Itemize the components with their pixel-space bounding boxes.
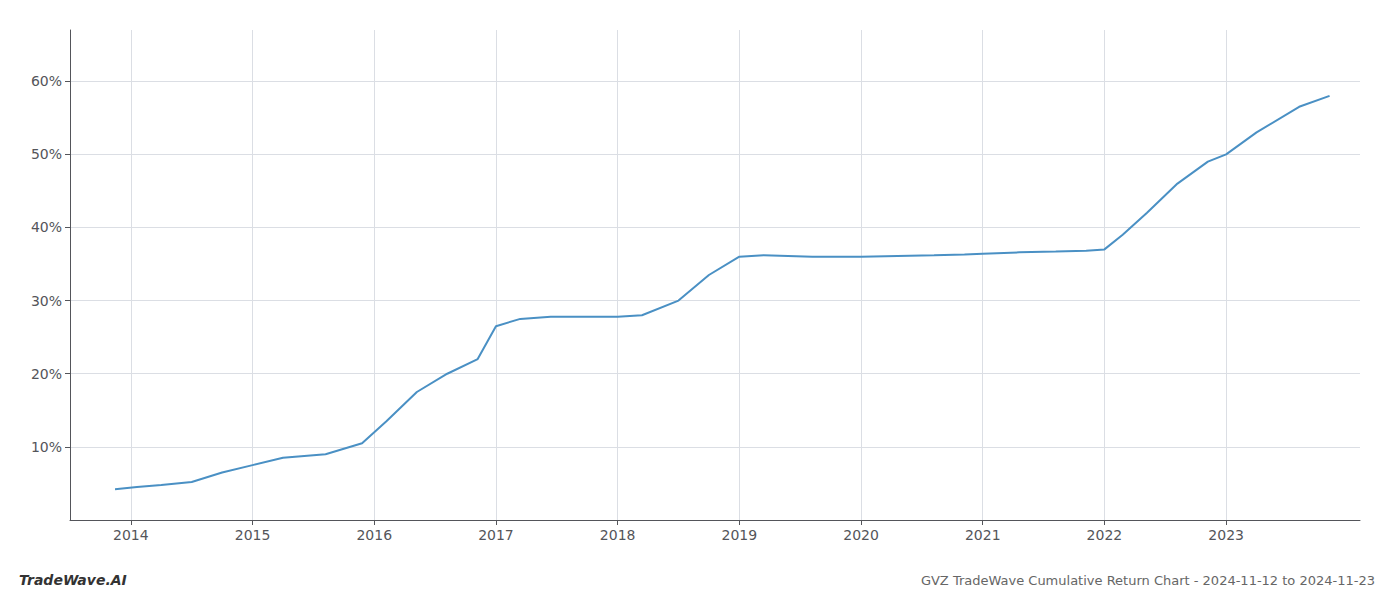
svg-text:60%: 60%	[31, 73, 62, 89]
svg-text:TradeWave.AI: TradeWave.AI	[19, 572, 127, 588]
svg-text:2019: 2019	[722, 527, 758, 543]
svg-text:2017: 2017	[478, 527, 514, 543]
svg-text:30%: 30%	[31, 293, 62, 309]
svg-text:GVZ TradeWave Cumulative Retur: GVZ TradeWave Cumulative Return Chart - …	[921, 573, 1375, 588]
svg-text:50%: 50%	[31, 146, 62, 162]
svg-text:10%: 10%	[31, 439, 62, 455]
svg-text:20%: 20%	[31, 366, 62, 382]
svg-text:2021: 2021	[965, 527, 1001, 543]
svg-text:2022: 2022	[1087, 527, 1123, 543]
svg-text:2014: 2014	[113, 527, 149, 543]
svg-text:2020: 2020	[843, 527, 879, 543]
svg-text:2018: 2018	[600, 527, 636, 543]
svg-text:2016: 2016	[356, 527, 392, 543]
svg-text:2023: 2023	[1208, 527, 1244, 543]
svg-text:2015: 2015	[235, 527, 271, 543]
svg-text:40%: 40%	[31, 219, 62, 235]
